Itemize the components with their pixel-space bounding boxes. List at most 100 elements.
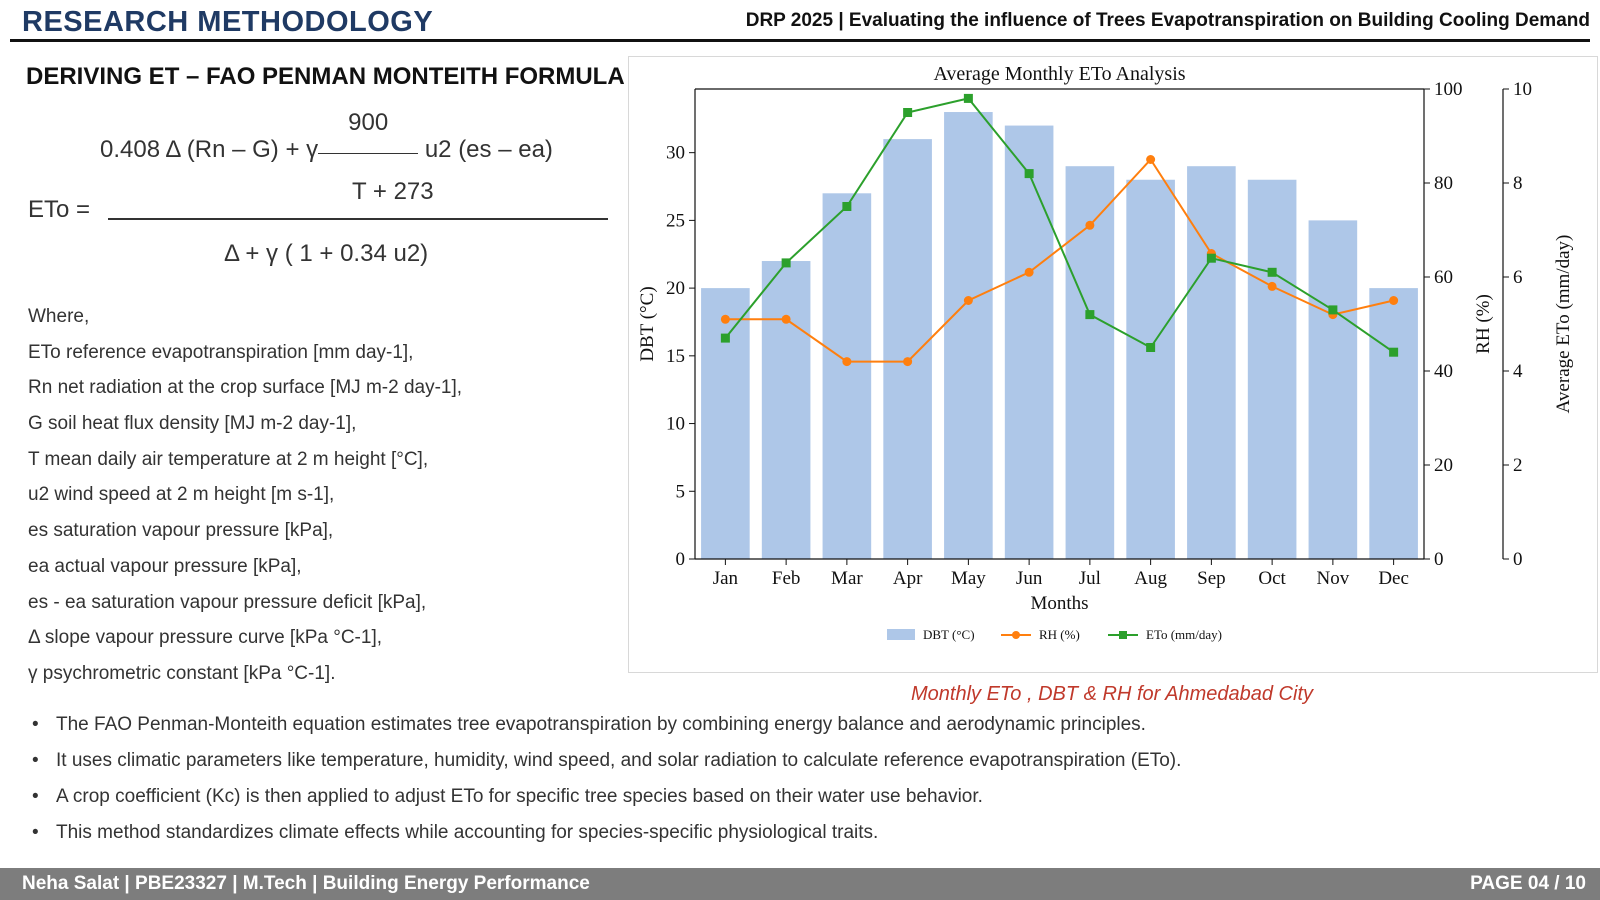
bullet-dot: • (32, 750, 39, 771)
eto-line (724, 97, 1395, 354)
legend-label-dbt: DBT (°C) (923, 627, 975, 642)
header-rule (10, 39, 1590, 42)
eto-point (720, 333, 730, 343)
bar-dbt (1247, 179, 1297, 560)
bar-dbt (1369, 288, 1418, 559)
eto-axis-tick-label: 0 (1513, 549, 1523, 570)
bullet-item: • It uses climatic parameters like temper… (32, 750, 1572, 786)
page-number: PAGE 04 / 10 (1470, 873, 1586, 894)
where-item: G soil heat flux density [MJ m-2 day-1], (28, 413, 357, 435)
x-axis-tick-label: Feb (772, 568, 801, 589)
left-axis-tick-label: 25 (666, 210, 685, 231)
eto-point (1389, 347, 1399, 357)
eto-axis-tick-label: 4 (1513, 361, 1523, 382)
formula-fraction-denominator: T + 273 (352, 178, 434, 205)
rh-axis-tick-label: 80 (1434, 173, 1453, 194)
bullet-text: The FAO Penman-Monteith equation estimat… (56, 714, 1146, 735)
bar-dbt (944, 112, 993, 559)
eto-point (1206, 253, 1216, 263)
x-axis-tick-label: Jul (1079, 568, 1101, 589)
chart-caption: Monthly ETo , DBT & RH for Ahmedabad Cit… (910, 683, 1313, 705)
header-title: RESEARCH METHODOLOGY (22, 6, 434, 38)
left-axis-label: DBT (°C) (637, 286, 658, 361)
eto-point (1328, 305, 1338, 315)
formula-lhs: ETo = (28, 196, 91, 223)
x-axis-tick-label: Oct (1258, 568, 1286, 589)
bar-dbt (1187, 166, 1236, 559)
where-item: es saturation vapour pressure [kPa], (28, 520, 334, 542)
rh-point (903, 357, 913, 367)
legend-label-eto: ETo (mm/day) (1146, 627, 1222, 642)
eto-point (842, 202, 852, 211)
bullet-item: • This method standardizes climate effect… (32, 822, 1572, 858)
where-item: Rn net radiation at the crop surface [MJ… (28, 377, 463, 399)
legend-label-rh: RH (%) (1039, 627, 1080, 642)
formula-inner-fraction: 900 (318, 109, 419, 157)
left-axis-tick-label: 5 (676, 481, 686, 502)
x-axis-tick-label: May (951, 568, 986, 589)
where-item: ETo reference evapotranspiration [mm day… (28, 341, 414, 363)
bar-dbt (1004, 125, 1054, 559)
x-axis-tick-label: Nov (1317, 568, 1350, 589)
bar-dbt (1065, 166, 1115, 559)
eto-axis-tick-label: 8 (1513, 173, 1523, 194)
rh-point (1389, 296, 1399, 305)
bar-dbt (1308, 220, 1358, 559)
bullet-item: • A crop coefficient (Kc) is then applied… (32, 786, 1572, 822)
eto-chart: Average Monthly ETo Analysis051015202530… (637, 63, 1574, 642)
rh-point (781, 314, 791, 324)
eto-point (1085, 310, 1095, 320)
summary-bullets: • The FAO Penman-Monteith equation estima… (32, 714, 1572, 858)
x-axis-label: Months (1030, 593, 1088, 614)
x-axis-tick-label: Apr (893, 568, 923, 589)
where-item: u2 wind speed at 2 m height [m s-1], (28, 484, 335, 506)
formula-fraction-bar (318, 153, 419, 154)
rh-point (963, 296, 973, 305)
bar-dbt (701, 288, 750, 559)
eto-axis-tick-label: 10 (1513, 79, 1532, 100)
bullet-text: A crop coefficient (Kc) is then applied … (56, 786, 983, 807)
rh-point (1267, 281, 1277, 291)
formula-main-bar (108, 218, 608, 220)
where-item: γ psychrometric constant [kPa °C-1]. (28, 662, 336, 684)
x-axis-tick-label: Aug (1134, 568, 1167, 589)
rh-axis-tick-label: 0 (1434, 549, 1444, 570)
eto-point (1024, 169, 1034, 179)
rh-axis-label: RH (%) (1473, 294, 1494, 354)
eto-axis-tick-label: 2 (1513, 455, 1523, 476)
where-item: es - ea saturation vapour pressure defic… (28, 591, 427, 613)
formula-denominator: Δ + γ ( 1 + 0.34 u2) (224, 240, 429, 267)
left-axis-tick-label: 20 (666, 278, 685, 299)
section-heading: DERIVING ET – FAO PENMAN MONTEITH FORMUL… (26, 63, 625, 90)
footer-author: Neha Salat | PBE23327 | M.Tech | Buildin… (22, 873, 590, 894)
footer-bar: Neha Salat | PBE23327 | M.Tech | Buildin… (0, 868, 1600, 900)
rh-point (1146, 155, 1156, 164)
x-axis-tick-label: Jun (1016, 568, 1043, 589)
bullet-text: This method standardizes climate effects… (56, 822, 879, 843)
where-item: T mean daily air temperature at 2 m heig… (28, 448, 429, 470)
left-axis-tick-label: 15 (666, 346, 685, 367)
where-item: Δ slope vapour pressure curve [kPa °C-1]… (28, 627, 383, 649)
eto-axis-tick-label: 6 (1513, 267, 1523, 288)
eto-point (963, 93, 973, 103)
bar-dbt (761, 261, 811, 559)
eto-point (1146, 343, 1156, 352)
x-axis-tick-label: Mar (831, 568, 863, 589)
legend-marker-rh (1012, 631, 1020, 639)
formula-numerator: 0.408 Δ (Rn – G) + γ 900 u2 (es – ea) (100, 109, 553, 164)
rh-line (725, 157, 1394, 363)
rh-point (842, 357, 852, 367)
where-intro: Where, (28, 306, 90, 327)
bar-dbt (1126, 179, 1175, 560)
left-axis-tick-label: 30 (666, 143, 685, 164)
formula-numerator-right: u2 (es – ea) (424, 136, 553, 163)
eto-axis-label: Average ETo (mm/day) (1553, 235, 1574, 414)
eto-point (1267, 267, 1277, 277)
rh-point (720, 314, 730, 324)
bullet-item: • The FAO Penman-Monteith equation estima… (32, 714, 1572, 750)
rh-axis-tick-label: 20 (1434, 455, 1453, 476)
rh-point (1024, 267, 1034, 277)
left-axis-tick-label: 0 (676, 549, 686, 570)
bar-dbt (883, 139, 932, 559)
bullet-dot: • (32, 786, 39, 807)
